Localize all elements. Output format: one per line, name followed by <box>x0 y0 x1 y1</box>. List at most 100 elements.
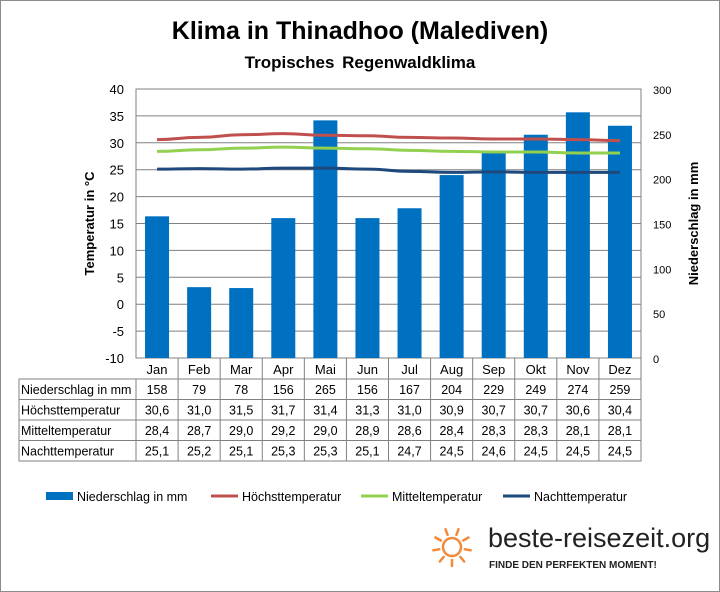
sun-ray <box>432 548 441 552</box>
bar-mar <box>229 288 254 358</box>
sun-ray <box>459 555 466 563</box>
bar-jun <box>355 218 380 358</box>
table-cell: 30,4 <box>608 404 632 418</box>
table-row-label: Niederschlag in mm <box>21 383 131 397</box>
y-tick-label: 10 <box>110 243 124 258</box>
y2-tick-label: 0 <box>653 354 659 366</box>
x-tick-label: Jun <box>357 362 378 377</box>
x-tick-label: Feb <box>188 362 210 377</box>
bar-mai <box>313 120 338 358</box>
bar-aug <box>439 175 464 358</box>
table-cell: 28,7 <box>187 424 211 438</box>
bar-sep <box>481 152 506 358</box>
table-cell: 25,1 <box>229 445 253 459</box>
x-tick-label: Mai <box>315 362 336 377</box>
y2-axis-label: Niederschlag in mm <box>686 162 701 286</box>
y-tick-label: 30 <box>110 136 124 151</box>
table-cell: 24,5 <box>439 445 463 459</box>
line-höchsttemperatur <box>157 132 620 143</box>
table-cell: 25,1 <box>355 445 379 459</box>
logo-name: beste-reisezeit.org <box>488 523 711 553</box>
sun-ray <box>462 536 470 542</box>
legend-label: Höchsttemperatur <box>242 490 341 504</box>
y2-tick-label: 200 <box>653 175 671 187</box>
legend-label: Niederschlag in mm <box>77 490 187 504</box>
table-cell: 31,5 <box>229 404 253 418</box>
table-cell: 156 <box>357 383 378 397</box>
table-cell: 29,0 <box>229 424 253 438</box>
table-cell: 24,7 <box>397 445 421 459</box>
sun-ray <box>444 527 449 537</box>
bar-apr <box>271 218 296 358</box>
table-cell: 29,0 <box>313 424 337 438</box>
y-axis-label: Temperatur in °C <box>82 171 97 276</box>
table-cell: 265 <box>315 383 336 397</box>
chart-title: Klima in Thinadhoo (Malediven) <box>171 17 549 45</box>
bar-jul <box>397 208 422 358</box>
table-cell: 24,5 <box>524 445 548 459</box>
table-cell: 31,0 <box>187 404 211 418</box>
table-cell: 25,3 <box>313 445 337 459</box>
table-cell: 30,6 <box>145 404 169 418</box>
bar-okt <box>523 134 548 358</box>
table-cell: 274 <box>567 383 588 397</box>
chart-subtitle: Tropisches Regenwaldklima <box>244 53 476 72</box>
table-cell: 167 <box>399 383 420 397</box>
line-nachttemperatur <box>157 166 620 174</box>
table-cell: 31,0 <box>397 404 421 418</box>
table-cell: 28,6 <box>397 424 421 438</box>
bar-nov <box>565 112 590 359</box>
table-cell: 30,9 <box>439 404 463 418</box>
bar-feb <box>187 287 212 358</box>
table-cell: 30,6 <box>566 404 590 418</box>
table-cell: 24,5 <box>608 445 632 459</box>
y2-tick-label: 100 <box>653 264 671 276</box>
x-tick-label: Okt <box>526 362 547 377</box>
y-tick-label: 20 <box>110 190 124 205</box>
y-tick-label: 15 <box>110 217 124 232</box>
table-cell: 25,1 <box>145 445 169 459</box>
table-cell: 29,2 <box>271 424 295 438</box>
table-cell: 25,3 <box>271 445 295 459</box>
legend-label: Mitteltemperatur <box>392 490 482 504</box>
table-cell: 28,4 <box>145 424 169 438</box>
bar-jan <box>145 216 170 358</box>
y-tick-label: 0 <box>117 297 124 312</box>
table-cell: 31,7 <box>271 404 295 418</box>
line-mitteltemperatur <box>157 145 620 155</box>
bar-dez <box>607 125 632 358</box>
y-tick-label: -10 <box>105 351 124 366</box>
table-cell: 28,4 <box>439 424 463 438</box>
x-tick-label: Dez <box>608 362 631 377</box>
table-cell: 30,7 <box>482 404 506 418</box>
sun-ray <box>434 536 442 542</box>
table-cell: 249 <box>525 383 546 397</box>
x-tick-label: Jul <box>401 362 418 377</box>
table-row-label: Höchsttemperatur <box>21 404 120 418</box>
table-cell: 28,3 <box>524 424 548 438</box>
table-cell: 30,7 <box>524 404 548 418</box>
table-cell: 78 <box>234 383 248 397</box>
sun-ray <box>438 555 445 563</box>
table-cell: 229 <box>483 383 504 397</box>
table-cell: 31,3 <box>355 404 379 418</box>
logo-tagline: FINDE DEN PERFEKTEN MOMENT! <box>489 560 657 571</box>
table-cell: 24,6 <box>482 445 506 459</box>
table-row-label: Nachttemperatur <box>21 445 114 459</box>
x-tick-label: Apr <box>273 362 294 377</box>
y2-tick-label: 250 <box>653 130 671 142</box>
table-cell: 28,9 <box>355 424 379 438</box>
y2-tick-label: 150 <box>653 220 671 232</box>
x-tick-label: Mar <box>230 362 253 377</box>
x-tick-label: Jan <box>147 362 168 377</box>
table-cell: 28,1 <box>566 424 590 438</box>
y2-tick-label: 300 <box>653 85 671 97</box>
y-tick-label: 25 <box>110 163 124 178</box>
sun-icon <box>441 536 463 558</box>
table-cell: 204 <box>441 383 462 397</box>
table-cell: 158 <box>147 383 168 397</box>
x-tick-label: Aug <box>440 362 463 377</box>
table-cell: 31,4 <box>313 404 337 418</box>
